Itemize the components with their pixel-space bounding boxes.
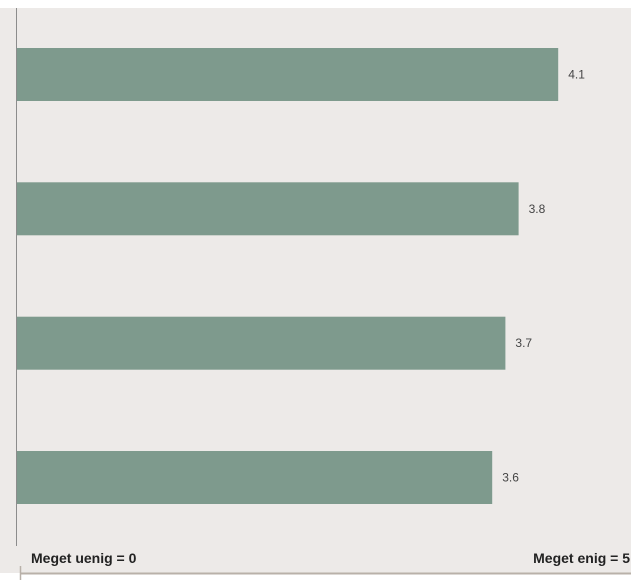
bar-4	[17, 451, 493, 504]
bars-layer: 4.1 3.8 3.7 3.6	[17, 48, 585, 504]
bar-2	[17, 182, 519, 236]
bar-1	[17, 48, 559, 101]
bar-value-label-4: 3.6	[502, 471, 519, 485]
bar-3	[17, 316, 506, 370]
bar-value-label-1: 4.1	[568, 68, 585, 82]
bar-value-label-3: 3.7	[515, 336, 532, 350]
scale-bar	[19, 566, 631, 580]
bar-value-label-2: 3.8	[529, 202, 546, 216]
scale-min-label: Meget uenig = 0	[31, 550, 137, 566]
scale-max-label: Meget enig = 5	[533, 550, 630, 566]
